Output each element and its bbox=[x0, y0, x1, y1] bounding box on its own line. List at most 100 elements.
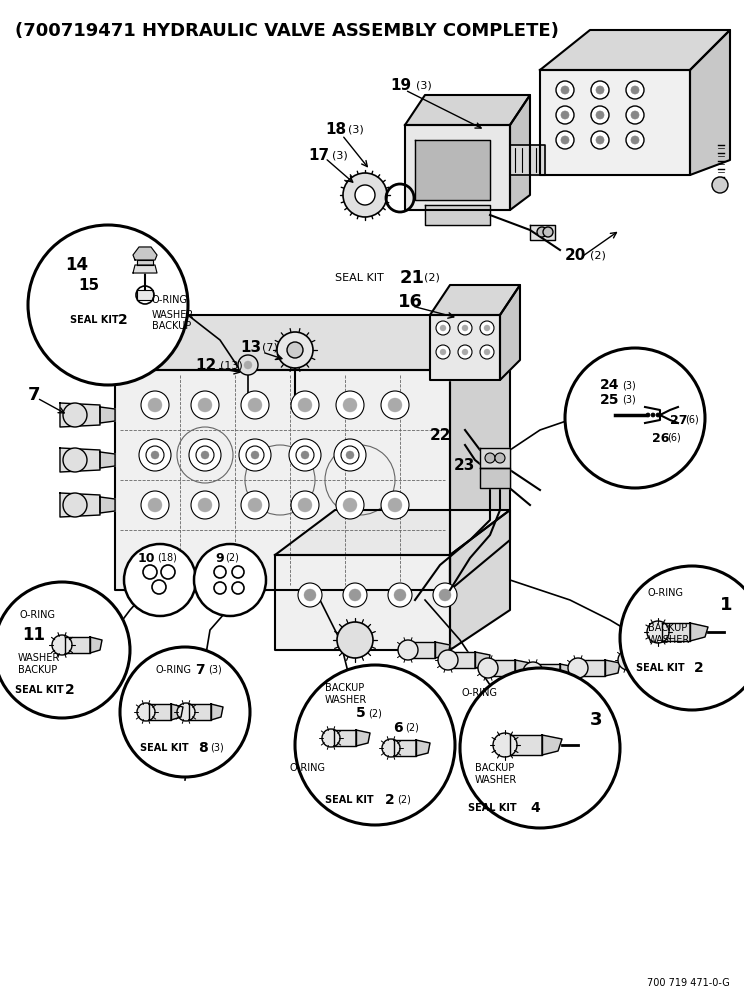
Circle shape bbox=[137, 703, 155, 721]
Circle shape bbox=[343, 173, 387, 217]
Polygon shape bbox=[450, 510, 510, 650]
Circle shape bbox=[381, 491, 409, 519]
Polygon shape bbox=[480, 448, 510, 468]
Text: 9: 9 bbox=[215, 552, 224, 564]
Text: (700719471 HYDRAULIC VALVE ASSEMBLY COMPLETE): (700719471 HYDRAULIC VALVE ASSEMBLY COMP… bbox=[15, 22, 559, 40]
Polygon shape bbox=[632, 652, 655, 668]
Polygon shape bbox=[415, 140, 490, 200]
Circle shape bbox=[52, 635, 72, 655]
Circle shape bbox=[295, 665, 455, 825]
Circle shape bbox=[341, 446, 359, 464]
Circle shape bbox=[277, 332, 313, 368]
Text: 2: 2 bbox=[65, 683, 74, 697]
Circle shape bbox=[484, 349, 490, 355]
Polygon shape bbox=[133, 247, 157, 260]
Text: 11: 11 bbox=[22, 626, 45, 644]
Polygon shape bbox=[510, 735, 542, 755]
Text: SEAL KIT: SEAL KIT bbox=[335, 273, 391, 283]
Text: (2): (2) bbox=[424, 273, 440, 283]
Polygon shape bbox=[450, 315, 510, 590]
Circle shape bbox=[440, 325, 446, 331]
Polygon shape bbox=[690, 30, 730, 175]
Circle shape bbox=[626, 106, 644, 124]
Text: 3: 3 bbox=[590, 711, 603, 729]
Circle shape bbox=[462, 325, 468, 331]
Text: BACKUP: BACKUP bbox=[648, 623, 687, 633]
Circle shape bbox=[647, 621, 669, 643]
Circle shape bbox=[591, 106, 609, 124]
Polygon shape bbox=[60, 493, 100, 517]
Circle shape bbox=[568, 658, 588, 678]
Polygon shape bbox=[662, 623, 690, 641]
Circle shape bbox=[596, 111, 604, 119]
Polygon shape bbox=[560, 664, 575, 680]
Text: 27: 27 bbox=[670, 414, 687, 426]
Text: (13): (13) bbox=[220, 360, 243, 370]
Text: SEAL KIT: SEAL KIT bbox=[325, 795, 373, 805]
Circle shape bbox=[561, 136, 569, 144]
Circle shape bbox=[591, 131, 609, 149]
Polygon shape bbox=[394, 740, 416, 756]
Polygon shape bbox=[211, 704, 223, 720]
Circle shape bbox=[141, 391, 169, 419]
Polygon shape bbox=[537, 664, 560, 680]
Polygon shape bbox=[60, 448, 100, 472]
Polygon shape bbox=[430, 315, 500, 380]
Circle shape bbox=[287, 342, 303, 358]
Circle shape bbox=[0, 582, 130, 718]
Polygon shape bbox=[677, 642, 700, 658]
Text: SEAL KIT: SEAL KIT bbox=[636, 663, 684, 673]
Text: (2): (2) bbox=[405, 723, 419, 733]
Text: 10: 10 bbox=[138, 552, 155, 564]
Text: 26: 26 bbox=[652, 432, 670, 444]
Polygon shape bbox=[605, 660, 620, 676]
Polygon shape bbox=[452, 652, 475, 668]
Text: 14: 14 bbox=[65, 256, 88, 274]
Circle shape bbox=[349, 589, 361, 601]
Text: O-RING: O-RING bbox=[290, 763, 326, 773]
Text: 20: 20 bbox=[565, 247, 586, 262]
Circle shape bbox=[298, 498, 312, 512]
Circle shape bbox=[565, 348, 705, 488]
Circle shape bbox=[561, 111, 569, 119]
Polygon shape bbox=[115, 370, 450, 590]
Circle shape bbox=[304, 589, 316, 601]
Polygon shape bbox=[530, 225, 555, 240]
Circle shape bbox=[382, 739, 400, 757]
Circle shape bbox=[298, 398, 312, 412]
Circle shape bbox=[239, 439, 271, 471]
Circle shape bbox=[537, 227, 547, 237]
Circle shape bbox=[148, 498, 162, 512]
Circle shape bbox=[484, 325, 490, 331]
Polygon shape bbox=[90, 637, 102, 653]
Text: O-RING: O-RING bbox=[155, 665, 191, 675]
Circle shape bbox=[493, 733, 517, 757]
Circle shape bbox=[485, 453, 495, 463]
Text: SEAL KIT: SEAL KIT bbox=[70, 315, 118, 325]
Circle shape bbox=[596, 86, 604, 94]
Text: (2): (2) bbox=[225, 553, 239, 563]
Circle shape bbox=[478, 658, 498, 678]
Polygon shape bbox=[356, 730, 370, 746]
Circle shape bbox=[148, 398, 162, 412]
Circle shape bbox=[343, 398, 357, 412]
Circle shape bbox=[251, 451, 259, 459]
Circle shape bbox=[556, 131, 574, 149]
Circle shape bbox=[480, 345, 494, 359]
Circle shape bbox=[201, 451, 209, 459]
Circle shape bbox=[322, 729, 340, 747]
Text: 21: 21 bbox=[400, 269, 425, 287]
Text: BACKUP: BACKUP bbox=[18, 665, 57, 675]
Circle shape bbox=[63, 493, 87, 517]
Circle shape bbox=[141, 491, 169, 519]
Circle shape bbox=[388, 498, 402, 512]
Circle shape bbox=[381, 391, 409, 419]
Text: 23: 23 bbox=[454, 458, 475, 473]
Text: 13: 13 bbox=[240, 340, 261, 356]
Circle shape bbox=[337, 622, 373, 658]
Text: (3): (3) bbox=[416, 80, 432, 90]
Circle shape bbox=[438, 650, 458, 670]
Text: O-RING: O-RING bbox=[462, 688, 498, 698]
Circle shape bbox=[298, 583, 322, 607]
Text: 1: 1 bbox=[720, 596, 733, 614]
